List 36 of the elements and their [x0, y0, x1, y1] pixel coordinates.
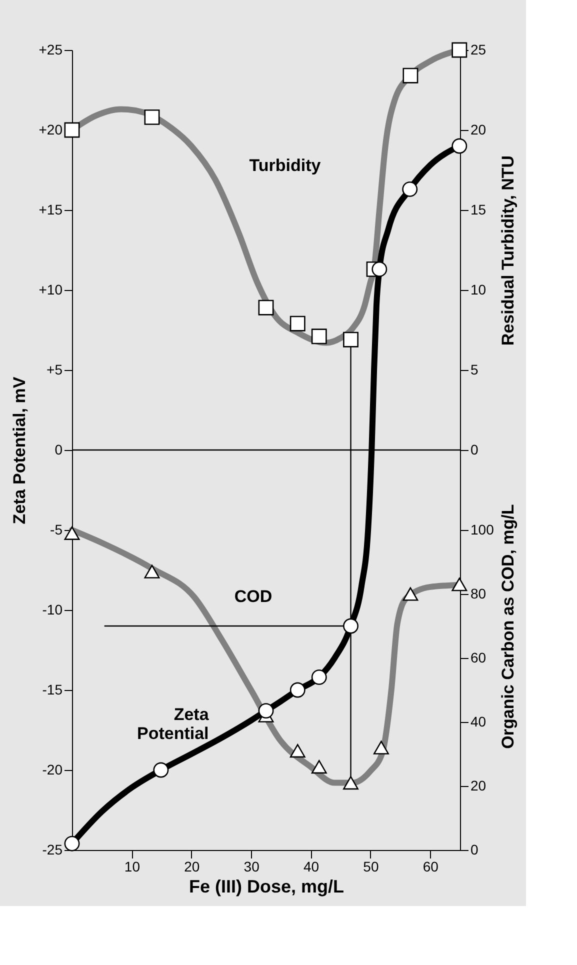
y-tick-label: +15: [38, 202, 63, 218]
y-tick-label: -10: [42, 602, 63, 618]
y-tick-label: +25: [38, 42, 63, 58]
annotation: Turbidity: [249, 156, 322, 175]
x-tick-label: 60: [422, 858, 439, 874]
y3-tick-label: 20: [470, 778, 486, 794]
y3-tick-label: 100: [470, 522, 494, 538]
y2-tick-label: 20: [470, 122, 486, 138]
y-tick-label: +5: [46, 362, 63, 378]
y3-tick-label: 40: [470, 714, 486, 730]
y-tick-label: -15: [42, 682, 63, 698]
y-tick-label: -20: [42, 762, 63, 778]
y-tick-label: 0: [54, 442, 63, 458]
x-tick-label: 20: [184, 858, 200, 874]
y3-axis-title: Organic Carbon as COD, mg/L: [498, 504, 518, 749]
y2-axis-title: Residual Turbidity, NTU: [498, 155, 518, 346]
y2-tick-label: 0: [470, 442, 478, 458]
y-axis-title: Zeta Potential, mV: [10, 376, 29, 524]
y-tick-label: +20: [38, 122, 63, 138]
x-axis-title: Fe (III) Dose, mg/L: [188, 876, 344, 896]
annotation: COD: [234, 586, 272, 606]
x-tick-label: 10: [124, 858, 140, 874]
y3-tick-label: 80: [470, 586, 486, 602]
y2-tick-label: 5: [470, 362, 478, 378]
y2-tick-label: 15: [470, 202, 486, 218]
y3-tick-label: 60: [470, 650, 486, 666]
y-tick-label: -25: [42, 842, 63, 858]
x-tick-label: 40: [303, 858, 320, 874]
y2-tick-label: 10: [470, 282, 486, 298]
y3-tick-label: 0: [470, 842, 478, 858]
y-tick-label: +10: [38, 282, 63, 298]
x-tick-label: 30: [244, 858, 260, 874]
y2-tick-label: 25: [470, 42, 486, 58]
x-tick-label: 50: [363, 858, 379, 874]
annotation: Zeta Potential: [136, 704, 210, 743]
y-tick-label: -5: [50, 522, 63, 538]
